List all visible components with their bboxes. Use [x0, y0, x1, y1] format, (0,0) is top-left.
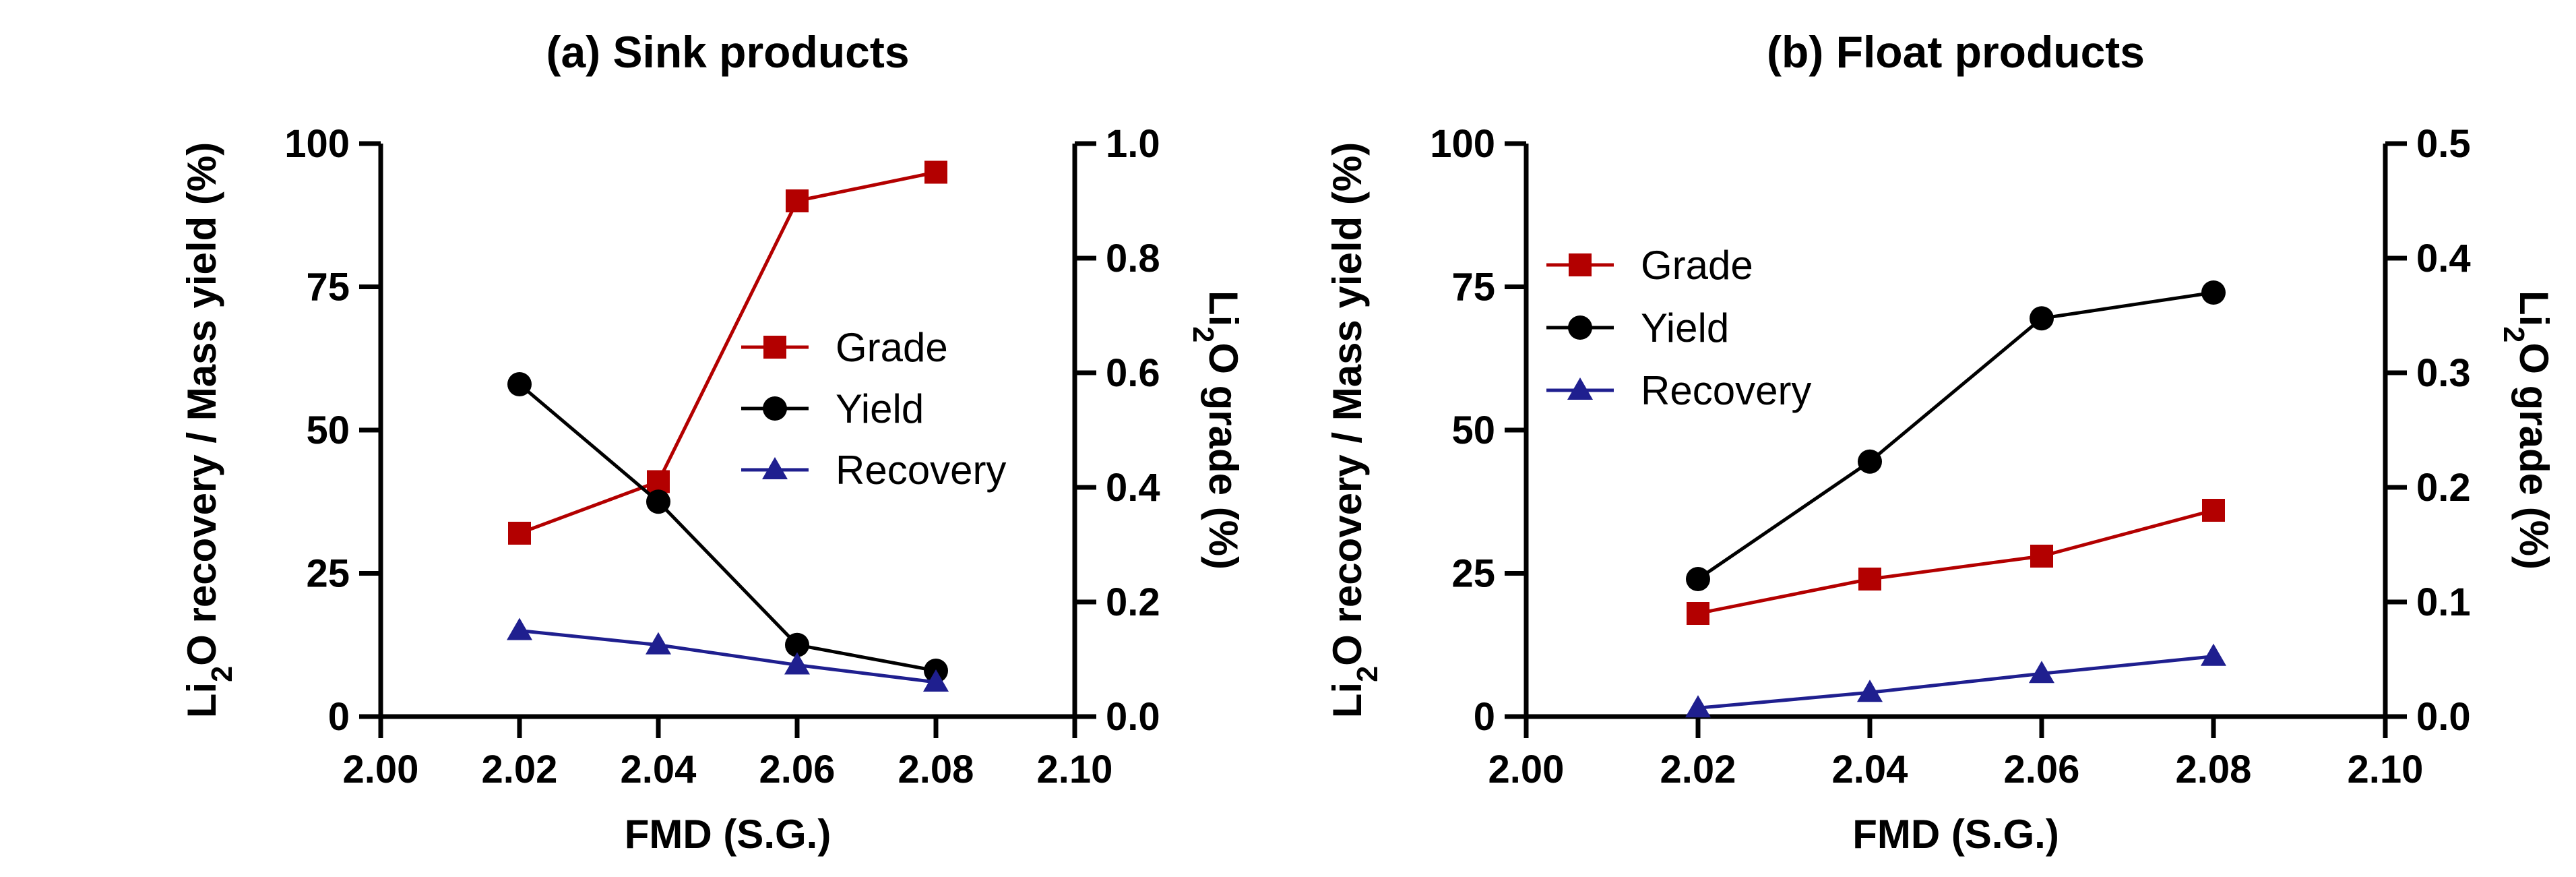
- data-point-grade: [647, 470, 670, 493]
- legend-label-yield: Yield: [1641, 305, 1729, 351]
- y-left-tick-label: 75: [1451, 266, 1495, 309]
- chart-title: (a) Sink products: [546, 27, 909, 77]
- chart-panel-a: (a) Sink products 2.00 2.02 2.04 2.06 2.08 2.1…: [179, 27, 1246, 857]
- series-line-grade: [1697, 508, 2214, 615]
- y-left-tick-label: 0: [1474, 695, 1495, 739]
- y-left-tick-label: 100: [284, 122, 350, 166]
- data-point-yield: [785, 632, 809, 657]
- legend-marker-recovery: [762, 457, 788, 479]
- series-recovery: [1685, 643, 2226, 718]
- y-left-tick-label: 0: [328, 695, 350, 739]
- x-axis-label: FMD (S.G.): [1852, 812, 2059, 857]
- series-recovery: [507, 617, 949, 692]
- y-right-tick-label: 0.5: [2416, 122, 2471, 166]
- x-tick-label: 2.06: [2004, 748, 2080, 791]
- x-tick-label: 2.00: [343, 748, 419, 791]
- y-left-tick-label: 25: [306, 552, 350, 596]
- y-right-tick-label: 0.0: [1106, 695, 1160, 739]
- y-right-tick-label: 0.6: [1106, 351, 1160, 395]
- legend-label-recovery: Recovery: [836, 448, 1006, 493]
- x-tick-label: 2.06: [759, 748, 836, 791]
- y-right-tick-label: 0.0: [2416, 695, 2471, 739]
- x-tick-label: 2.04: [1832, 748, 1908, 791]
- x-tick-label: 2.02: [482, 748, 558, 791]
- data-point-yield: [1686, 567, 1710, 591]
- y-right-tick-label: 0.8: [1106, 237, 1160, 280]
- y-right-tick-label: 0.2: [2416, 466, 2471, 510]
- x-tick-label: 2.10: [1037, 748, 1113, 791]
- series-line-grade: [519, 171, 937, 535]
- legend-label-recovery: Recovery: [1641, 368, 1811, 413]
- chart-title: (b) Float products: [1767, 27, 2145, 77]
- y-left-tick-label: 50: [306, 409, 350, 452]
- x-tick-label: 2.08: [2176, 748, 2252, 791]
- x-axis-label: FMD (S.G.): [625, 812, 831, 857]
- series-line-recovery: [519, 629, 937, 684]
- series-line-yield: [1697, 291, 2214, 581]
- data-point-recovery: [1685, 695, 1711, 718]
- data-point-yield: [2030, 306, 2054, 331]
- legend-marker-recovery: [1567, 377, 1593, 400]
- legend-marker-grade: [763, 336, 786, 359]
- data-point-grade: [2030, 545, 2053, 568]
- data-point-recovery: [923, 669, 949, 692]
- legend-marker-grade: [1569, 253, 1592, 276]
- legend-marker-yield: [1568, 315, 1592, 340]
- x-tick-label: 2.10: [2348, 748, 2424, 791]
- legend: Grade Yield Recovery: [1546, 243, 1811, 413]
- x-tick-label: 2.04: [621, 748, 697, 791]
- y-left-tick-label: 50: [1451, 409, 1495, 452]
- y-right-tick-label: 0.2: [1106, 580, 1160, 624]
- data-point-yield: [2201, 280, 2226, 305]
- data-point-recovery: [2201, 643, 2226, 666]
- legend-marker-yield: [763, 396, 787, 421]
- series-grade: [1687, 499, 2225, 625]
- series-grade: [508, 160, 947, 545]
- legend-label-yield: Yield: [836, 386, 924, 431]
- x-tick-label: 2.08: [898, 748, 974, 791]
- y-right-tick-label: 0.4: [2416, 237, 2471, 280]
- y-left-tick-label: 25: [1451, 552, 1495, 596]
- legend-label-grade: Grade: [836, 325, 948, 370]
- data-point-recovery: [646, 632, 671, 655]
- x-tick-label: 2.02: [1660, 748, 1736, 791]
- data-point-recovery: [1857, 679, 1883, 702]
- y-right-tick-label: 1.0: [1106, 122, 1160, 166]
- data-point-yield: [507, 372, 532, 396]
- chart-panel-b: (b) Float products 2.00 2.02 2.04 2.06 2.08 2.…: [1325, 27, 2556, 857]
- y-right-tick-label: 0.4: [1106, 466, 1160, 510]
- legend-label-grade: Grade: [1641, 243, 1753, 288]
- x-tick-label: 2.00: [1488, 748, 1565, 791]
- y-left-tick-label: 75: [306, 266, 350, 309]
- data-point-grade: [924, 160, 947, 184]
- y-right-tick-label: 0.1: [2416, 580, 2471, 624]
- y-left-tick-label: 100: [1430, 122, 1495, 166]
- data-point-recovery: [2029, 661, 2054, 684]
- data-point-yield: [646, 489, 670, 514]
- series-yield: [1686, 280, 2226, 591]
- data-point-recovery: [784, 652, 810, 675]
- y-axis-left-label: Li2O recovery / Mass yield (%): [179, 142, 239, 718]
- data-point-grade: [508, 522, 531, 545]
- data-point-grade: [2202, 499, 2225, 522]
- data-point-grade: [1687, 602, 1709, 625]
- legend: Grade Yield Recovery: [741, 325, 1006, 493]
- data-point-grade: [786, 189, 809, 212]
- series-line-recovery: [1697, 655, 2214, 710]
- y-right-tick-label: 0.3: [2416, 351, 2471, 395]
- data-point-grade: [1858, 568, 1881, 591]
- data-point-yield: [1858, 449, 1882, 474]
- y-axis-right-label: Li2O grade (%): [2497, 291, 2556, 570]
- y-axis-left-label: Li2O recovery / Mass yield (%): [1325, 142, 1384, 718]
- series-line-yield: [518, 383, 937, 673]
- data-point-recovery: [507, 617, 532, 640]
- y-axis-right-label: Li2O grade (%): [1187, 291, 1246, 570]
